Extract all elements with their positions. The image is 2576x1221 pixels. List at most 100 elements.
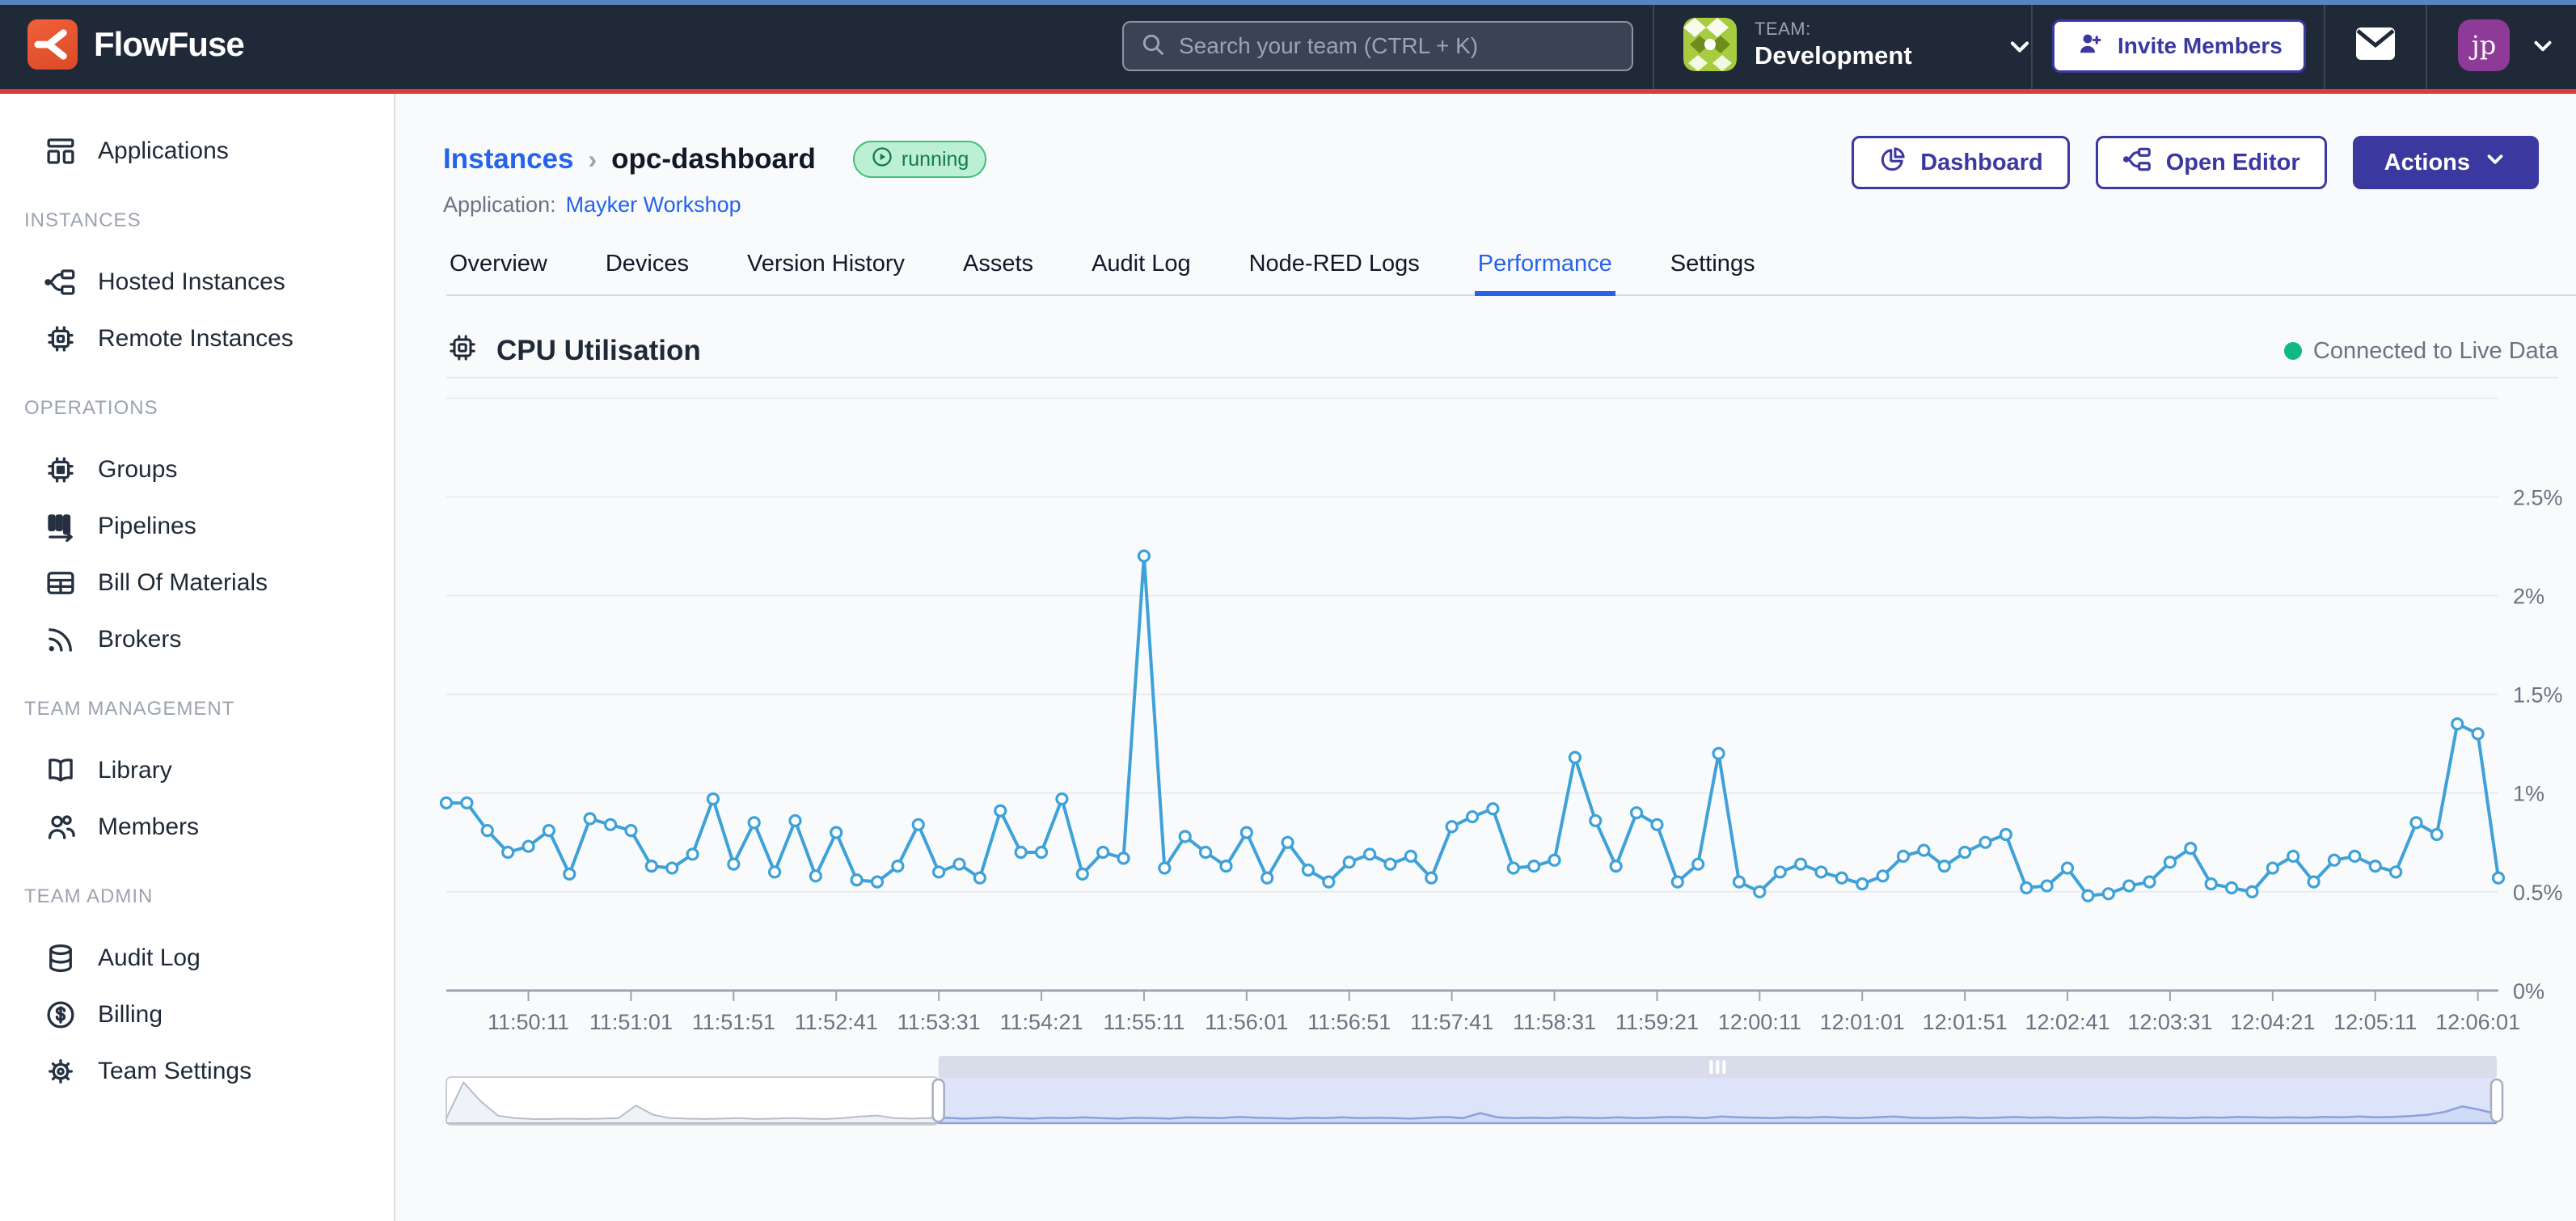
sidebar-section-instances: INSTANCES bbox=[0, 209, 394, 232]
chart-pie-icon bbox=[1878, 145, 1907, 180]
flowfuse-logo[interactable]: FlowFuse bbox=[27, 19, 244, 70]
sidebar-item-label: Team Settings bbox=[98, 1058, 251, 1085]
status-badge: running bbox=[853, 141, 986, 178]
actions-button[interactable]: Actions bbox=[2353, 136, 2539, 189]
invite-members-button[interactable]: Invite Members bbox=[2052, 19, 2306, 73]
hosted-instances-icon bbox=[43, 264, 78, 300]
top-navbar: FlowFuse TEAM: Development Invi bbox=[0, 0, 2576, 94]
audit-log-icon bbox=[43, 940, 78, 976]
live-status-label: Connected to Live Data bbox=[2313, 338, 2558, 365]
applications-icon bbox=[43, 133, 78, 169]
sidebar-item-library[interactable]: Library bbox=[0, 742, 394, 799]
navbar-divider bbox=[1653, 5, 1654, 89]
sidebar-item-label: Brokers bbox=[98, 626, 181, 653]
actions-button-label: Actions bbox=[2384, 150, 2470, 176]
brokers-icon bbox=[43, 622, 78, 657]
sidebar-item-remote-instances[interactable]: Remote Instances bbox=[0, 311, 394, 367]
sidebar-item-label: Hosted Instances bbox=[98, 268, 285, 296]
live-status: Connected to Live Data bbox=[2284, 338, 2558, 365]
navbar-divider bbox=[2324, 5, 2325, 89]
brand-name: FlowFuse bbox=[94, 25, 244, 64]
tab-audit-log[interactable]: Audit Log bbox=[1088, 239, 1194, 296]
sidebar-item-members[interactable]: Members bbox=[0, 799, 394, 856]
play-circle-icon bbox=[871, 146, 893, 174]
open-editor-button[interactable]: Open Editor bbox=[2096, 136, 2327, 189]
notifications-mail-icon[interactable] bbox=[2354, 26, 2397, 65]
breadcrumb-separator: › bbox=[588, 145, 597, 175]
user-plus-icon bbox=[2076, 29, 2105, 64]
sidebar-item-label: Members bbox=[98, 813, 199, 841]
team-label: TEAM: bbox=[1755, 19, 1912, 40]
status-badge-label: running bbox=[902, 148, 969, 171]
tab-devices[interactable]: Devices bbox=[602, 239, 692, 296]
chevron-down-icon[interactable] bbox=[2529, 32, 2557, 64]
team-settings-icon bbox=[43, 1054, 78, 1089]
sidebar-section-team-management: TEAM MANAGEMENT bbox=[0, 698, 394, 720]
cpu-chip-icon bbox=[446, 332, 479, 371]
members-icon bbox=[43, 809, 78, 845]
tab-performance[interactable]: Performance bbox=[1475, 239, 1615, 296]
live-status-dot-icon bbox=[2284, 342, 2302, 360]
library-icon bbox=[43, 753, 78, 788]
sidebar-section-team-admin: TEAM ADMIN bbox=[0, 885, 394, 908]
tab-overview[interactable]: Overview bbox=[446, 239, 551, 296]
flowfuse-logo-icon bbox=[27, 19, 78, 70]
tab-assets[interactable]: Assets bbox=[960, 239, 1037, 296]
tab-node-red-logs[interactable]: Node-RED Logs bbox=[1246, 239, 1423, 296]
sidebar-item-brokers[interactable]: Brokers bbox=[0, 611, 394, 668]
tab-version-history[interactable]: Version History bbox=[744, 239, 908, 296]
application-link[interactable]: Mayker Workshop bbox=[566, 192, 741, 218]
team-name: Development bbox=[1755, 41, 1912, 70]
sidebar-item-bill-of-materials[interactable]: Bill Of Materials bbox=[0, 555, 394, 611]
application-line: Application: Mayker Workshop bbox=[443, 192, 741, 218]
bill-of-materials-icon bbox=[43, 565, 78, 601]
sidebar-item-label: Bill Of Materials bbox=[98, 569, 268, 597]
navbar-divider bbox=[2426, 5, 2427, 89]
sidebar-item-label: Pipelines bbox=[98, 513, 196, 540]
sidebar-item-label: Library bbox=[98, 757, 172, 784]
search-input[interactable] bbox=[1179, 33, 1615, 59]
dashboard-button-label: Dashboard bbox=[1920, 150, 2042, 176]
sidebar-item-label: Applications bbox=[98, 137, 229, 165]
chart-title: CPU Utilisation bbox=[496, 335, 701, 367]
header-actions: Dashboard Open Editor Actions bbox=[1852, 136, 2539, 189]
billing-icon bbox=[43, 997, 78, 1033]
navbar-top-accent bbox=[0, 0, 2576, 5]
sidebar-item-applications[interactable]: Applications bbox=[0, 123, 394, 180]
sidebar-item-groups[interactable]: Groups bbox=[0, 442, 394, 498]
tab-settings[interactable]: Settings bbox=[1667, 239, 1759, 296]
chevron-down-icon[interactable] bbox=[2005, 32, 2034, 65]
user-initials: jp bbox=[2472, 30, 2496, 61]
team-selector[interactable]: TEAM: Development bbox=[1683, 18, 1912, 71]
groups-icon bbox=[43, 452, 78, 488]
dashboard-button[interactable]: Dashboard bbox=[1852, 136, 2069, 189]
sidebar-item-label: Groups bbox=[98, 456, 177, 484]
sidebar-item-team-settings[interactable]: Team Settings bbox=[0, 1043, 394, 1100]
page-title: opc-dashboard bbox=[611, 143, 816, 175]
sidebar-item-label: Audit Log bbox=[98, 944, 201, 972]
application-label: Application: bbox=[443, 192, 556, 218]
user-avatar[interactable]: jp bbox=[2458, 19, 2510, 71]
breadcrumb: Instances › opc-dashboard running bbox=[443, 141, 986, 178]
invite-members-label: Invite Members bbox=[2118, 33, 2283, 59]
breadcrumb-instances-link[interactable]: Instances bbox=[443, 143, 573, 175]
team-avatar bbox=[1683, 18, 1737, 71]
sidebar-item-pipelines[interactable]: Pipelines bbox=[0, 498, 394, 555]
search-icon bbox=[1140, 32, 1166, 61]
sidebar-item-label: Remote Instances bbox=[98, 325, 293, 353]
pipelines-icon bbox=[43, 509, 78, 544]
open-editor-button-label: Open Editor bbox=[2166, 150, 2300, 176]
sidebar-section-operations: OPERATIONS bbox=[0, 397, 394, 420]
sidebar-nav: Applications INSTANCES Hosted Instances Rem… bbox=[0, 94, 395, 1221]
flowfuse-app: FlowFuse TEAM: Development Invi bbox=[0, 0, 2576, 1221]
sidebar-item-label: Billing bbox=[98, 1001, 163, 1029]
sidebar-item-billing[interactable]: Billing bbox=[0, 987, 394, 1043]
chart-header: CPU Utilisation Connected to Live Data bbox=[446, 325, 2558, 378]
sidebar-item-hosted-instances[interactable]: Hosted Instances bbox=[0, 254, 394, 311]
main-content: Instances › opc-dashboard running Applic… bbox=[397, 94, 2576, 1221]
remote-instances-icon bbox=[43, 321, 78, 357]
sidebar-item-audit-log[interactable]: Audit Log bbox=[0, 930, 394, 987]
chevron-down-icon bbox=[2483, 147, 2507, 178]
chart-title-block: CPU Utilisation bbox=[446, 332, 701, 371]
navbar-divider bbox=[2031, 5, 2033, 89]
